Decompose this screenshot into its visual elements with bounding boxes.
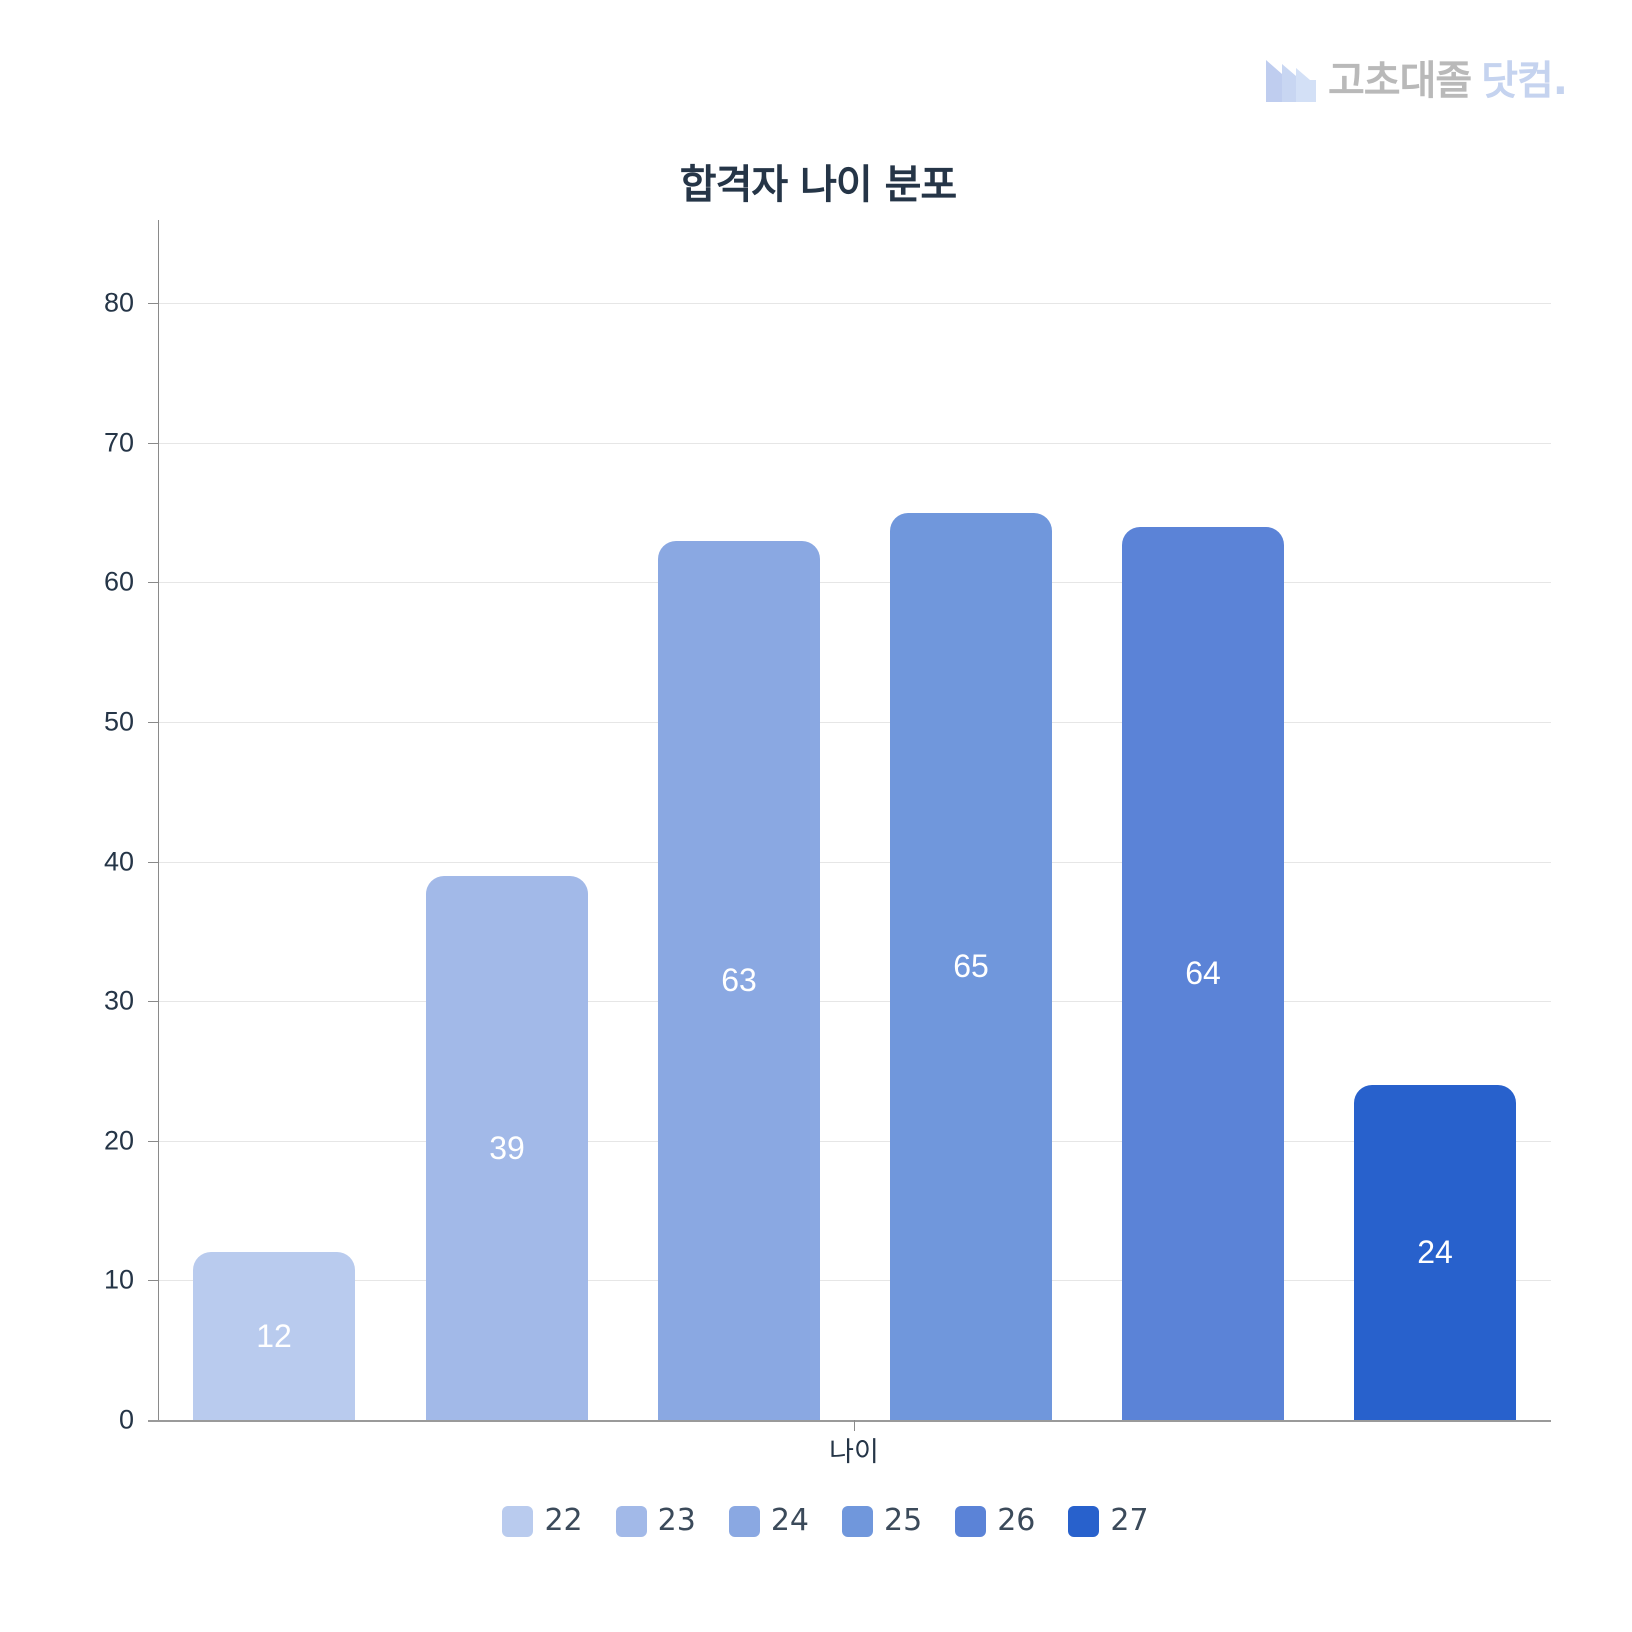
legend-item-27[interactable]: 27 — [1068, 1503, 1149, 1539]
bar-23: 39 — [426, 876, 588, 1420]
legend-label: 25 — [884, 1503, 923, 1538]
bar-value-label: 24 — [1417, 1234, 1453, 1270]
ytick — [148, 582, 158, 583]
legend-label: 24 — [770, 1503, 809, 1538]
ytick-label: 70 — [103, 427, 134, 458]
chart-title: 합격자 나이 분포 — [679, 162, 957, 208]
ytick-label: 50 — [103, 706, 134, 737]
legend-label: 26 — [997, 1503, 1036, 1538]
logo-text: 고초대졸 닷컴. — [1328, 58, 1568, 104]
gridline-30 — [158, 1001, 1551, 1002]
x-axis-title: 나이 — [829, 1437, 879, 1468]
legend-label: 22 — [544, 1503, 583, 1538]
legend-item-22[interactable]: 22 — [502, 1503, 583, 1539]
bar-value-label: 12 — [256, 1317, 292, 1354]
gridline-40 — [158, 862, 1551, 863]
gridline-50 — [158, 722, 1551, 723]
ytick — [148, 1280, 158, 1281]
gridline-80 — [158, 303, 1551, 304]
legend-swatch — [502, 1505, 534, 1537]
x-axis — [148, 1420, 1551, 1422]
ytick — [148, 862, 158, 863]
legend-label: 27 — [1110, 1503, 1149, 1538]
legend-item-25[interactable]: 25 — [842, 1503, 922, 1539]
ytick — [148, 1001, 158, 1002]
legend-item-23[interactable]: 23 — [615, 1503, 696, 1539]
bar-25: 65 — [890, 513, 1052, 1420]
ytick — [148, 722, 158, 723]
gridline-60 — [158, 582, 1551, 583]
factory-icon — [1266, 60, 1316, 102]
legend: 22 23 24 25 26 27 — [0, 1503, 1632, 1539]
legend-swatch — [1068, 1505, 1100, 1537]
x-tick — [854, 1420, 855, 1431]
ytick-label: 20 — [103, 1125, 134, 1156]
gridline-70 — [158, 443, 1551, 444]
bar-value-label: 65 — [953, 948, 989, 984]
ytick-label: 60 — [103, 566, 134, 597]
bar-27: 24 — [1354, 1085, 1516, 1420]
ytick — [148, 303, 158, 304]
legend-item-26[interactable]: 26 — [955, 1503, 1035, 1539]
legend-label: 23 — [657, 1503, 696, 1538]
legend-swatch — [842, 1505, 873, 1537]
legend-swatch — [955, 1505, 987, 1537]
plot-area: 80 70 60 50 40 30 20 10 0 12 39 63 65 64… — [104, 220, 1551, 1468]
bar-22: 12 — [193, 1252, 355, 1420]
bar-value-label: 63 — [721, 962, 757, 998]
logo-text-primary: 고초대졸 — [1328, 58, 1472, 104]
bar-24: 63 — [658, 541, 820, 1420]
gridline-10 — [158, 1280, 1551, 1281]
logo: 고초대졸 닷컴. — [1266, 58, 1568, 104]
bar-value-label: 64 — [1185, 955, 1221, 991]
gridline-20 — [158, 1141, 1551, 1142]
ytick-label: 10 — [103, 1264, 134, 1295]
y-axis — [158, 220, 159, 1420]
ytick-label: 40 — [103, 846, 134, 877]
ytick-label: 30 — [103, 985, 134, 1016]
bar-value-label: 39 — [489, 1129, 525, 1166]
logo-text-secondary: 닷컴. — [1481, 58, 1568, 104]
ytick-label: 80 — [103, 287, 134, 318]
ytick — [148, 443, 158, 444]
ytick-label: 0 — [118, 1404, 134, 1435]
legend-swatch — [728, 1505, 760, 1537]
legend-item-24[interactable]: 24 — [728, 1503, 809, 1539]
bar-26: 64 — [1122, 527, 1284, 1420]
ytick — [148, 1141, 158, 1142]
legend-swatch — [615, 1505, 647, 1537]
